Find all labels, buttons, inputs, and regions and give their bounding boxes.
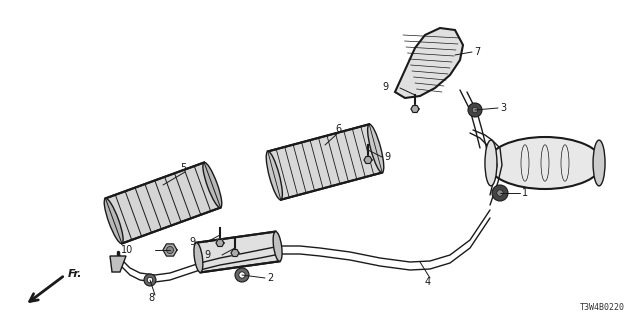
Polygon shape — [216, 240, 224, 246]
Text: 7: 7 — [474, 47, 480, 57]
Text: 9: 9 — [382, 82, 388, 92]
Polygon shape — [163, 244, 177, 256]
Polygon shape — [106, 163, 221, 244]
Circle shape — [497, 190, 503, 196]
Text: 1: 1 — [522, 188, 528, 198]
Polygon shape — [231, 250, 239, 256]
Polygon shape — [268, 124, 382, 200]
Polygon shape — [395, 28, 463, 98]
Circle shape — [166, 246, 173, 253]
Circle shape — [468, 103, 482, 117]
Ellipse shape — [367, 124, 384, 172]
Text: 10: 10 — [121, 245, 133, 255]
Text: 9: 9 — [189, 237, 195, 247]
Circle shape — [472, 107, 478, 113]
Ellipse shape — [593, 140, 605, 186]
Text: 6: 6 — [335, 124, 341, 134]
Ellipse shape — [485, 140, 497, 186]
Circle shape — [144, 274, 156, 286]
Text: 8: 8 — [148, 293, 154, 303]
Polygon shape — [411, 106, 419, 112]
Polygon shape — [110, 256, 126, 272]
Circle shape — [239, 272, 245, 278]
Ellipse shape — [194, 243, 203, 272]
Ellipse shape — [266, 151, 282, 200]
Circle shape — [492, 185, 508, 201]
Text: T3W4B0220: T3W4B0220 — [580, 303, 625, 312]
Polygon shape — [196, 232, 280, 272]
Circle shape — [235, 268, 249, 282]
Text: Fr.: Fr. — [68, 269, 83, 279]
Text: 9: 9 — [204, 250, 210, 260]
Text: 2: 2 — [267, 273, 273, 283]
Text: 3: 3 — [500, 103, 506, 113]
Ellipse shape — [273, 232, 282, 261]
Ellipse shape — [203, 163, 222, 208]
Ellipse shape — [488, 137, 602, 189]
Text: 4: 4 — [425, 277, 431, 287]
Circle shape — [147, 277, 153, 283]
Ellipse shape — [104, 198, 123, 244]
Polygon shape — [364, 156, 372, 164]
Text: 9: 9 — [384, 152, 390, 162]
Text: 5: 5 — [180, 163, 186, 173]
